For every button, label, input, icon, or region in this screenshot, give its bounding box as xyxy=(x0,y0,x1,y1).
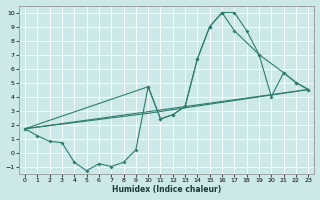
X-axis label: Humidex (Indice chaleur): Humidex (Indice chaleur) xyxy=(112,185,221,194)
